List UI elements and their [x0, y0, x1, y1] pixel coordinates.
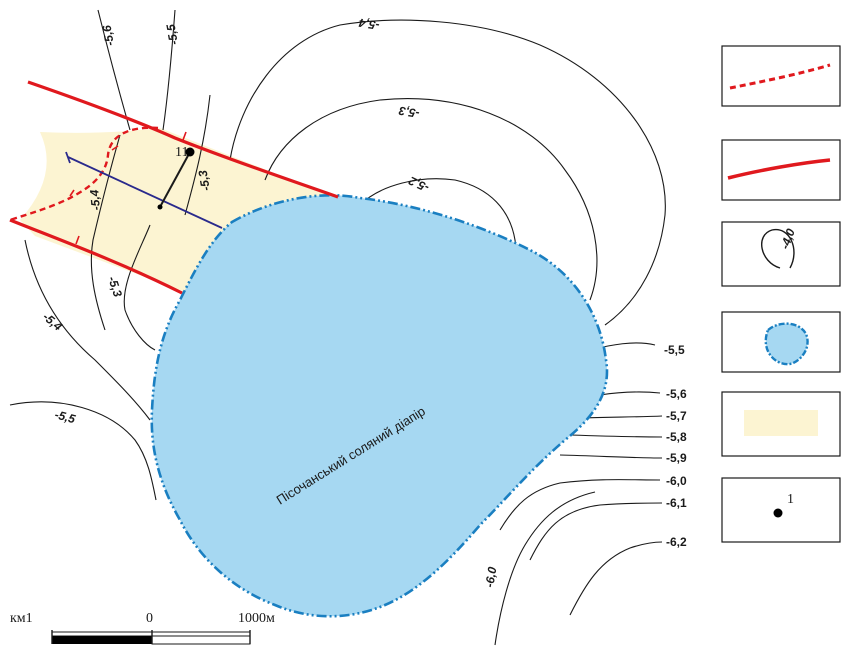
svg-text:-5,8: -5,8 — [666, 430, 687, 444]
svg-text:-5,4: -5,4 — [40, 310, 65, 334]
contour-5-4-lower — [24, 239, 151, 421]
legend-item-3 — [721, 221, 841, 287]
svg-text:-6,2: -6,2 — [666, 535, 687, 549]
contour-6-0-bottom — [494, 491, 596, 646]
svg-text:-5,4: -5,4 — [87, 189, 103, 211]
scale-bar: км1 0 1000м — [10, 611, 275, 645]
contour-5-5-lower — [9, 401, 157, 501]
legend-item-2 — [721, 139, 841, 201]
scale-zero-label: 0 — [146, 611, 153, 626]
svg-text:1: 1 — [787, 492, 794, 507]
svg-text:-5,3: -5,3 — [397, 103, 420, 120]
contour-5-3-left — [123, 224, 156, 351]
svg-text:-5,3: -5,3 — [196, 169, 213, 192]
profile-end-tick — [65, 151, 71, 164]
svg-text:-5,5: -5,5 — [53, 407, 77, 426]
legend: -4,0 1 — [721, 45, 841, 543]
well-bottom-point — [157, 204, 163, 210]
contour-5-3-upper — [264, 98, 598, 301]
svg-text:-5,2: -5,2 — [406, 173, 431, 195]
profile-line — [67, 156, 223, 229]
contour-labels: -5,4 -5,3 -5,2 -5,6 -5,5 -5,3 -5,4 -5,3 … — [40, 15, 500, 588]
well-point — [185, 147, 195, 157]
contour-5-3-mid — [184, 94, 211, 216]
scale-right-label: 1000м — [238, 611, 275, 626]
svg-text:-6,0: -6,0 — [482, 565, 499, 588]
svg-text:-5,5: -5,5 — [664, 343, 685, 357]
svg-text:-5,3: -5,3 — [105, 275, 125, 299]
legend-beige-fill — [744, 410, 818, 436]
svg-text:-5,6: -5,6 — [100, 24, 117, 47]
svg-text:-6,0: -6,0 — [666, 474, 687, 488]
legend-dashed-red-line — [729, 63, 831, 90]
legend-solid-red-line — [727, 158, 831, 180]
right-contour-labels: -5,5 -5,6 -5,7 -5,8 -5,9 -6,0 -6,1 -6,2 — [664, 343, 687, 549]
well-label: 11 — [175, 145, 188, 160]
svg-text:-5,9: -5,9 — [666, 451, 687, 465]
fault-dashed — [9, 126, 159, 222]
fault-ticks — [69, 131, 187, 245]
contour-5-4-left — [90, 134, 121, 331]
legend-diapir-symbol — [764, 322, 809, 366]
svg-text:-6,1: -6,1 — [666, 496, 687, 510]
svg-text:-5,7: -5,7 — [666, 409, 687, 423]
svg-text:-5,4: -5,4 — [357, 15, 380, 32]
contour-5-5-top — [162, 9, 176, 131]
legend-contour-loop — [761, 228, 795, 269]
svg-text:-5,5: -5,5 — [164, 23, 181, 46]
svg-text:-5,6: -5,6 — [666, 387, 687, 401]
legend-black-dot — [773, 508, 783, 518]
diapir — [150, 193, 609, 618]
scale-left-label: км1 — [10, 611, 33, 626]
well-line — [159, 151, 191, 208]
svg-text:-4,0: -4,0 — [778, 227, 798, 252]
contour-5-4-outer — [229, 19, 666, 326]
fault-solid-lower — [9, 218, 183, 295]
fault-solid-upper — [27, 80, 339, 199]
beige-zone — [20, 128, 330, 292]
